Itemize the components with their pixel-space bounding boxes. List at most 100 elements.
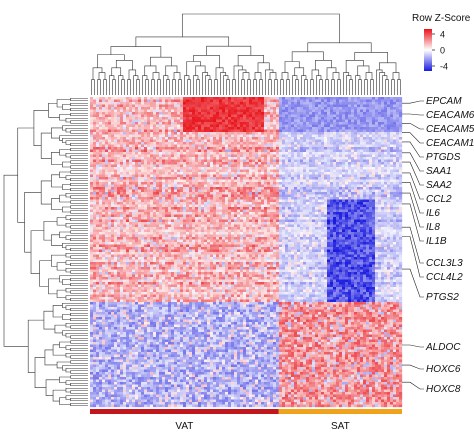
heatmap-cell: [363, 129, 367, 133]
heatmap-cell: [120, 117, 124, 120]
heatmap-cell: [357, 167, 361, 170]
heatmap-cell: [270, 112, 274, 115]
heatmap-cell: [291, 132, 295, 135]
heatmap-cell: [222, 159, 226, 163]
heatmap-cell: [381, 204, 385, 208]
heatmap-cell: [399, 192, 403, 195]
heatmap-cell: [186, 99, 190, 103]
heatmap-cell: [258, 164, 262, 168]
heatmap-cell: [222, 102, 226, 105]
heatmap-cell: [384, 157, 388, 160]
heatmap-cell: [342, 182, 346, 185]
heatmap-cell: [255, 167, 259, 170]
heatmap-cell: [105, 204, 109, 208]
heatmap-cell: [192, 122, 196, 125]
heatmap-cell: [324, 154, 328, 158]
heatmap-cell: [93, 184, 97, 188]
heatmap-cell: [174, 207, 178, 210]
heatmap-cell: [297, 167, 301, 170]
heatmap-cell: [96, 174, 100, 178]
heatmap-cell: [192, 142, 196, 145]
heatmap-cell: [282, 104, 286, 108]
heatmap-cell: [144, 107, 148, 110]
heatmap-cell: [309, 164, 313, 168]
heatmap-cell: [108, 172, 112, 175]
heatmap-cell: [234, 192, 238, 195]
heatmap-cell: [141, 142, 145, 145]
heatmap-cell: [222, 157, 226, 160]
heatmap-cell: [321, 137, 325, 140]
heatmap-cell: [225, 137, 229, 140]
heatmap-cell: [240, 134, 244, 138]
heatmap-cell: [279, 117, 283, 120]
heatmap-cell: [279, 129, 283, 133]
heatmap-cell: [330, 202, 334, 205]
heatmap-cell: [375, 194, 379, 198]
heatmap-cell: [204, 107, 208, 110]
heatmap-cell: [273, 174, 277, 178]
heatmap-cell: [234, 122, 238, 125]
heatmap-cell: [207, 154, 211, 158]
heatmap-cell: [249, 144, 253, 148]
heatmap-cell: [354, 99, 358, 103]
heatmap-cell: [363, 122, 367, 125]
heatmap-cell: [150, 107, 154, 110]
heatmap-cell: [312, 117, 316, 120]
heatmap-cell: [312, 209, 316, 213]
heatmap-cell: [255, 177, 259, 180]
heatmap-cell: [375, 134, 379, 138]
heatmap-cell: [240, 197, 244, 200]
heatmap-cell: [126, 114, 130, 118]
heatmap-cell: [366, 174, 370, 178]
heatmap-cell: [129, 139, 133, 143]
heatmap-cell: [267, 147, 271, 150]
heatmap-cell: [393, 139, 397, 143]
heatmap-cell: [96, 162, 100, 165]
heatmap-cell: [171, 192, 175, 195]
heatmap-cell: [393, 162, 397, 165]
heatmap-cell: [183, 189, 187, 193]
heatmap-cell: [186, 159, 190, 163]
heatmap-cell: [381, 109, 385, 113]
heatmap-cell: [237, 109, 241, 113]
dendrogram-branch: [59, 275, 88, 283]
heatmap-cell: [273, 119, 277, 123]
heatmap-cell: [207, 174, 211, 178]
heatmap-cell: [261, 144, 265, 148]
heatmap-cell: [354, 172, 358, 175]
heatmap-cell: [186, 102, 190, 105]
heatmap-cell: [321, 122, 325, 125]
heatmap-cell: [201, 209, 205, 213]
heatmap-cell: [375, 159, 379, 163]
heatmap-cell: [105, 167, 109, 170]
heatmap-cell: [246, 169, 250, 173]
heatmap-cell: [93, 122, 97, 125]
heatmap-cell: [291, 149, 295, 153]
heatmap-cell: [345, 157, 349, 160]
heatmap-cell: [117, 119, 121, 123]
heatmap-cell: [378, 112, 382, 115]
heatmap-cell: [330, 127, 334, 130]
heatmap-cell: [327, 187, 331, 190]
heatmap-cell: [375, 129, 379, 133]
heatmap-cell: [156, 164, 160, 168]
heatmap-cell: [384, 189, 388, 193]
heatmap-cell: [330, 177, 334, 180]
dendrogram-branch: [151, 79, 155, 95]
heatmap-cell: [114, 109, 118, 113]
heatmap-cell: [204, 97, 208, 100]
heatmap-cell: [93, 182, 97, 185]
heatmap-cell: [93, 134, 97, 138]
heatmap-cell: [93, 202, 97, 205]
heatmap-cell: [297, 162, 301, 165]
heatmap-cell: [366, 127, 370, 130]
heatmap-cell: [297, 112, 301, 115]
heatmap-cell: [273, 169, 277, 173]
heatmap-cell: [312, 189, 316, 193]
heatmap-cell: [378, 192, 382, 195]
heatmap-cell: [210, 97, 214, 100]
heatmap-cell: [312, 197, 316, 200]
heatmap-cell: [153, 207, 157, 210]
heatmap-cell: [267, 144, 271, 148]
heatmap-cell: [120, 182, 124, 185]
